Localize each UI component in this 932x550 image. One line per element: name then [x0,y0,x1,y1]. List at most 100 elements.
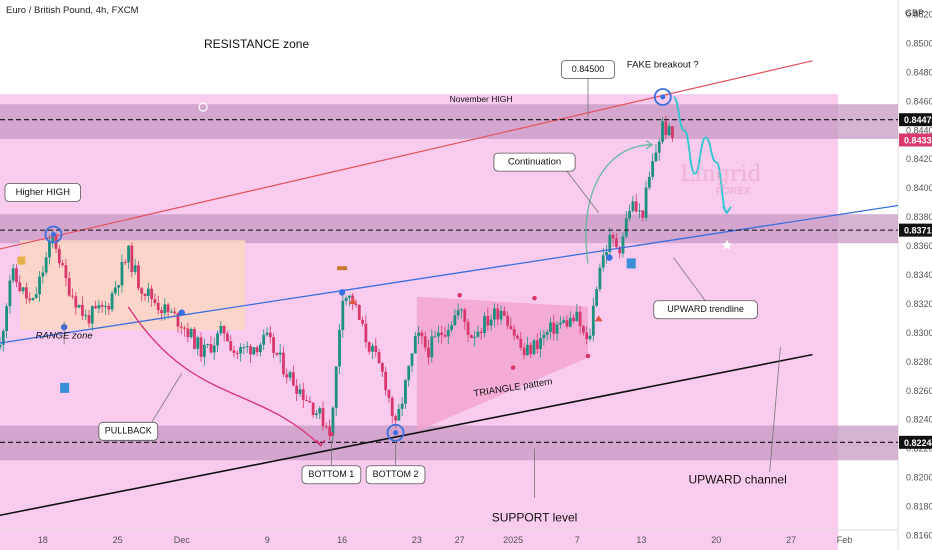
higher-high-circle [44,225,63,244]
candles-layer [0,115,674,441]
candle-body-47 [153,299,157,303]
candle-body-143 [469,335,473,339]
candle-body-31 [100,305,104,307]
candle-body-41 [133,265,137,272]
candle-body-190 [624,218,628,237]
candle-body-98 [321,408,325,427]
zone-middle [0,214,898,244]
candle-body-83 [272,337,275,353]
fake-breakout-label: FAKE breakout ? [627,60,699,71]
candle-body-33 [107,306,111,310]
candle-body-147 [483,315,486,333]
pivot-dot-0 [329,431,334,437]
candle-body-71 [232,350,236,353]
candle-body-138 [453,315,457,326]
candle-body-89 [291,372,295,386]
current-price-tag [899,133,932,147]
candle-body-4 [11,268,15,281]
x-tick-label: 23 [412,535,422,545]
fake-breakout-circle-dot [660,94,666,100]
resistance-trendline [0,60,813,250]
candle-body-51 [166,304,170,313]
pivot-dot-2 [532,295,537,301]
candle-body-96 [315,413,318,415]
candle-body-158 [519,338,523,348]
candle-body-102 [334,366,338,408]
candle-body-135 [443,334,447,337]
range-zone-label: RANGE zone [36,330,93,341]
candle-body-110 [361,319,364,324]
candle-body-153 [502,310,506,316]
candle-body-180 [591,305,595,336]
candle-body-104 [341,300,345,330]
candle-body-109 [357,304,361,320]
candle-body-27 [87,315,91,324]
candle-body-8 [24,287,28,299]
candle-body-70 [229,341,233,351]
candle-body-64 [209,344,213,353]
level-tag-0.82244 [899,435,932,449]
candle-body-61 [199,337,203,357]
level-tag-0.84473 [899,113,932,127]
candle-body-165 [542,334,546,339]
candle-body-97 [318,408,322,414]
candle-body-192 [631,201,635,212]
candle-body-7 [21,287,25,292]
price-axis-bg [898,0,932,550]
candle-body-198 [651,161,655,177]
candle-body-58 [189,328,193,338]
candle-body-92 [301,389,305,401]
pivot-dot-3 [585,353,591,359]
candle-body-91 [298,389,302,394]
candle-body-174 [572,317,575,322]
candle-body-112 [367,342,371,352]
candle-body-171 [562,320,566,323]
candle-body-29 [94,306,97,309]
candle-body-30 [97,305,101,309]
lingrid-watermark: Lingrid FOREX [680,162,762,197]
higher-high-circle-dot [50,231,56,237]
x-tick-label: Dec [174,535,191,545]
candle-body-163 [535,340,539,350]
candle-body-144 [473,336,477,339]
label-box-3 [560,60,615,79]
candle-body-142 [466,321,470,336]
bottom-2-label: BOTTOM 2 [373,469,419,479]
candle-body-162 [532,340,536,354]
candle-body-159 [522,347,526,356]
support-trendline [0,353,813,517]
candle-body-43 [140,288,144,294]
candle-body-179 [588,335,592,340]
pivot-dot-1 [457,292,462,298]
candle-body-160 [525,344,529,356]
candle-body-75 [245,346,249,348]
candle-body-108 [354,303,358,305]
candle-body-6 [18,282,22,292]
candle-body-44 [143,293,147,297]
candle-body-34 [110,293,114,310]
higher-high-label: Higher HIGH [16,187,71,198]
zone-resistance [0,104,898,139]
label-box-5 [493,152,576,172]
candle-body-166 [545,331,549,335]
candle-body-93 [305,400,308,402]
up-arrow-icon [626,258,636,269]
candle-body-40 [130,245,134,272]
candle-body-81 [265,332,269,335]
candle-body-36 [117,285,121,288]
candle-body-52 [170,311,173,313]
candle-body-182 [598,267,602,290]
candle-body-12 [38,276,41,295]
candle-body-199 [654,152,658,162]
pullback-arrow [127,306,322,447]
candle-body-191 [628,211,631,219]
x-tick-label: 2025 [503,535,523,545]
candle-body-145 [476,331,480,337]
up-arrow-icon [60,382,70,393]
currency-label: GBP [905,8,924,18]
